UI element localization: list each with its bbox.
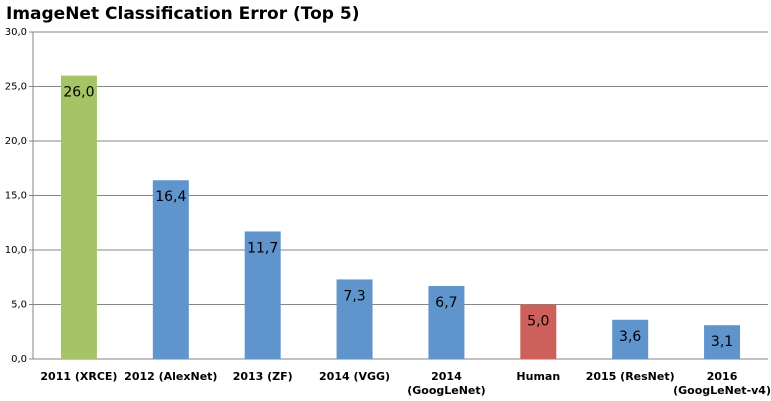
bar [244,231,281,359]
bar [152,180,189,359]
value-label: 26,0 [63,85,94,101]
y-tick-label: 0,0 [11,354,27,365]
x-tick-label: 2014 (VGG) [319,370,391,383]
value-label: 7,3 [343,288,365,304]
value-label: 16,4 [155,189,186,205]
bar [428,285,465,359]
value-label: 3,1 [711,334,733,350]
y-tick-label: 5,0 [11,300,27,311]
bar [60,75,97,359]
x-tick-label: 2013 (ZF) [232,370,293,383]
y-tick-label: 10,0 [5,245,27,256]
bar [336,279,373,359]
y-tick-label: 30,0 [5,27,27,38]
x-tick-label: 2012 (AlexNet) [124,370,218,383]
x-tick-label: 2015 (ResNet) [585,370,675,383]
value-label: 11,7 [247,240,278,256]
chart-title: ImageNet Classification Error (Top 5) [6,4,360,24]
x-tick-label: 2011 (XRCE) [40,370,118,383]
y-tick-label: 20,0 [5,136,27,147]
value-label: 6,7 [435,295,457,311]
x-tick-label: 2016 (GoogLeNet-v4) [673,370,771,397]
bar [520,304,557,359]
x-tick-label: 2014 (GoogLeNet) [407,370,486,397]
y-tick-label: 15,0 [5,191,27,202]
y-tick-label: 25,0 [5,82,27,93]
x-tick-label: Human [516,370,561,383]
value-label: 3,6 [619,329,641,345]
bar [612,319,649,359]
bar [704,325,741,359]
value-label: 5,0 [527,314,549,330]
